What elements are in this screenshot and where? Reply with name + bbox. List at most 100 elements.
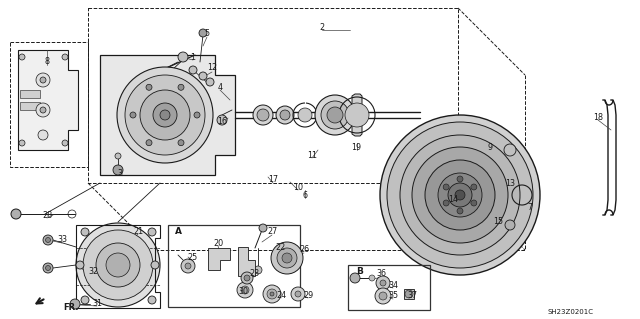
Circle shape xyxy=(76,261,84,269)
Circle shape xyxy=(237,282,253,298)
Text: 29: 29 xyxy=(303,292,313,300)
Bar xyxy=(20,102,40,110)
Circle shape xyxy=(19,140,25,146)
Bar xyxy=(10,42,88,167)
Circle shape xyxy=(443,200,449,206)
Circle shape xyxy=(185,263,191,269)
Circle shape xyxy=(271,242,303,274)
Text: 13: 13 xyxy=(505,180,515,189)
Text: 16: 16 xyxy=(217,117,227,127)
Text: 6: 6 xyxy=(303,191,307,201)
Circle shape xyxy=(425,160,495,230)
Circle shape xyxy=(81,228,89,236)
Circle shape xyxy=(438,173,482,217)
Circle shape xyxy=(62,54,68,60)
Text: 10: 10 xyxy=(293,183,303,192)
Circle shape xyxy=(315,95,355,135)
Circle shape xyxy=(76,223,160,307)
Circle shape xyxy=(19,54,25,60)
Circle shape xyxy=(327,107,343,123)
Circle shape xyxy=(178,140,184,146)
Circle shape xyxy=(471,200,477,206)
Circle shape xyxy=(70,299,80,309)
Circle shape xyxy=(380,115,540,275)
Circle shape xyxy=(43,263,53,273)
Text: 7: 7 xyxy=(527,203,532,211)
Text: 28: 28 xyxy=(42,211,52,219)
Text: 37: 37 xyxy=(407,292,417,300)
Text: 11: 11 xyxy=(307,151,317,160)
Circle shape xyxy=(199,29,207,37)
Circle shape xyxy=(376,276,390,290)
Text: 26: 26 xyxy=(299,246,309,255)
Text: 35: 35 xyxy=(388,292,398,300)
Circle shape xyxy=(148,228,156,236)
Circle shape xyxy=(295,291,301,297)
Circle shape xyxy=(387,122,533,268)
Text: 23: 23 xyxy=(249,270,259,278)
Circle shape xyxy=(96,243,140,287)
Circle shape xyxy=(45,265,51,271)
Text: 9: 9 xyxy=(488,144,493,152)
Text: 4: 4 xyxy=(218,84,223,93)
Text: SH23Z0201C: SH23Z0201C xyxy=(548,309,594,315)
Circle shape xyxy=(321,101,349,129)
Text: 20: 20 xyxy=(213,239,223,248)
Circle shape xyxy=(257,109,269,121)
Circle shape xyxy=(106,253,130,277)
Circle shape xyxy=(241,286,249,294)
Circle shape xyxy=(83,230,153,300)
Circle shape xyxy=(113,165,123,175)
Text: 2: 2 xyxy=(319,24,324,33)
Circle shape xyxy=(345,103,369,127)
Circle shape xyxy=(125,75,205,155)
Circle shape xyxy=(115,153,121,159)
Circle shape xyxy=(375,288,391,304)
Circle shape xyxy=(380,280,386,286)
Circle shape xyxy=(505,220,515,230)
Text: 33: 33 xyxy=(57,235,67,244)
Circle shape xyxy=(471,184,477,190)
Circle shape xyxy=(405,290,413,298)
Text: 3: 3 xyxy=(118,168,122,177)
Circle shape xyxy=(62,140,68,146)
Circle shape xyxy=(277,248,297,268)
Circle shape xyxy=(282,253,292,263)
Text: 14: 14 xyxy=(448,196,458,204)
Polygon shape xyxy=(238,247,255,276)
Bar xyxy=(88,8,458,183)
Text: 19: 19 xyxy=(351,144,361,152)
Bar xyxy=(348,265,430,310)
Circle shape xyxy=(457,208,463,214)
Text: 18: 18 xyxy=(593,114,603,122)
Text: 1: 1 xyxy=(191,53,195,62)
Text: 27: 27 xyxy=(267,227,277,236)
Circle shape xyxy=(369,275,375,281)
Text: 5: 5 xyxy=(204,29,209,39)
Circle shape xyxy=(117,67,213,163)
Circle shape xyxy=(267,289,277,299)
Circle shape xyxy=(36,73,50,87)
Circle shape xyxy=(146,140,152,146)
Circle shape xyxy=(276,106,294,124)
Circle shape xyxy=(43,235,53,245)
Circle shape xyxy=(40,77,46,83)
Circle shape xyxy=(455,190,465,200)
Circle shape xyxy=(217,115,227,125)
Text: 25: 25 xyxy=(188,254,198,263)
Circle shape xyxy=(38,130,48,140)
Text: 32: 32 xyxy=(88,266,98,276)
Text: 31: 31 xyxy=(92,300,102,308)
Circle shape xyxy=(189,66,197,74)
Circle shape xyxy=(151,261,159,269)
Text: 30: 30 xyxy=(238,286,248,295)
Circle shape xyxy=(11,209,21,219)
Text: A: A xyxy=(175,227,182,236)
Text: B: B xyxy=(356,268,363,277)
Circle shape xyxy=(40,107,46,113)
Circle shape xyxy=(81,296,89,304)
Text: 21: 21 xyxy=(133,226,143,235)
Circle shape xyxy=(36,103,50,117)
Circle shape xyxy=(270,292,274,296)
Circle shape xyxy=(160,110,170,120)
